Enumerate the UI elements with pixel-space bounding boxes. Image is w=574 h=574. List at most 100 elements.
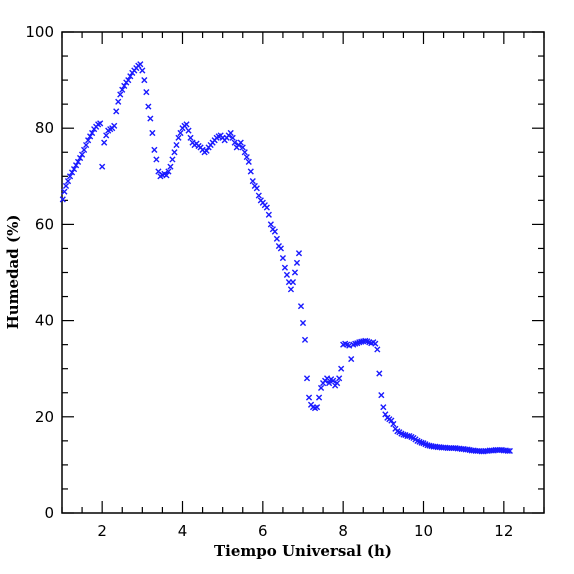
data-point [68, 169, 76, 176]
y-axis-title: Humedad (%) [4, 215, 22, 330]
data-point [141, 77, 148, 84]
data-point [313, 404, 321, 411]
data-point [187, 134, 194, 141]
data-point [279, 254, 287, 262]
data-point [169, 156, 176, 163]
data-point [293, 259, 301, 266]
data-point [203, 147, 210, 154]
data-point [273, 235, 280, 242]
x-tick-label: 6 [258, 522, 268, 540]
data-point [143, 89, 150, 96]
data-point [378, 392, 385, 399]
data-point [173, 141, 180, 149]
data-point [121, 82, 128, 89]
data-point [267, 221, 274, 228]
data-point [183, 121, 190, 128]
data-point [111, 122, 118, 129]
data-point [382, 411, 389, 418]
data-point [117, 91, 124, 98]
data-point [265, 211, 272, 218]
data-point [380, 404, 387, 411]
data-point [64, 178, 72, 185]
data-point [125, 77, 132, 84]
data-point [70, 165, 78, 173]
data-point [185, 127, 192, 134]
x-tick-label: 8 [338, 522, 348, 540]
data-point [283, 271, 291, 278]
data-point [83, 141, 90, 149]
y-tick-label: 0 [44, 504, 54, 522]
data-point [115, 98, 122, 105]
x-tick-label: 4 [178, 522, 188, 540]
data-point [326, 380, 333, 387]
data-point [177, 129, 184, 137]
data-point [299, 319, 307, 327]
data-point [229, 134, 236, 141]
data-point [171, 149, 178, 156]
data-point [85, 137, 92, 144]
data-point [113, 108, 120, 115]
data-point [165, 168, 172, 175]
data-point [243, 153, 250, 161]
data-point [145, 103, 152, 110]
data-point [253, 185, 260, 192]
data-point [62, 182, 70, 190]
data-points [59, 61, 513, 455]
data-point [59, 196, 66, 203]
data-point [271, 228, 278, 235]
data-point [315, 394, 323, 401]
x-tick-label: 12 [494, 522, 513, 540]
data-point [374, 346, 381, 353]
x-tick-label: 2 [97, 522, 107, 540]
data-point [247, 168, 254, 175]
data-point [147, 115, 154, 122]
data-point [239, 144, 246, 151]
data-point [119, 86, 126, 93]
data-point [99, 163, 106, 170]
data-point [127, 73, 134, 80]
y-tick-label: 40 [35, 312, 54, 330]
data-point [291, 269, 299, 276]
data-point [237, 139, 244, 146]
data-point [231, 139, 238, 146]
data-point [249, 178, 256, 185]
data-point [76, 154, 84, 162]
data-point [245, 158, 252, 165]
data-point [139, 67, 146, 74]
axis-ticks [61, 31, 545, 514]
data-point [227, 129, 234, 137]
data-point [163, 172, 170, 179]
data-point [61, 188, 68, 195]
data-point [303, 375, 311, 382]
data-point [89, 129, 96, 137]
data-point [151, 146, 158, 153]
data-point [72, 162, 80, 169]
data-point [74, 158, 82, 165]
data-point [305, 394, 313, 401]
data-point [255, 192, 262, 199]
data-point [297, 303, 305, 310]
data-point [277, 245, 285, 252]
data-point [330, 377, 337, 384]
data-point [506, 447, 513, 455]
axis-tick-labels: 2 4 6 8 10 12 0 20 40 60 80 100 [25, 23, 513, 540]
data-point [101, 139, 108, 146]
data-point [372, 340, 379, 347]
x-axis-title: Tiempo Universal (h) [214, 542, 392, 560]
data-point [281, 264, 289, 271]
data-point [137, 61, 144, 68]
data-point [334, 380, 341, 387]
data-point [263, 204, 270, 211]
plot-frame [61, 31, 545, 514]
data-point [241, 149, 248, 156]
data-point [103, 132, 110, 139]
x-tick-label: 10 [414, 522, 433, 540]
data-point [66, 173, 74, 180]
data-point [153, 156, 160, 163]
data-point [167, 163, 174, 170]
data-point [287, 286, 295, 293]
y-tick-label: 100 [25, 23, 54, 41]
data-point [348, 355, 355, 363]
data-point [80, 146, 88, 153]
